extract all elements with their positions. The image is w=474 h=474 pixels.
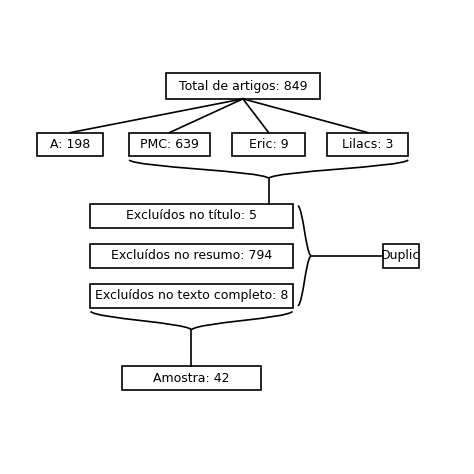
- Bar: [91, 204, 292, 228]
- Bar: [328, 133, 408, 156]
- Text: Excluídos no resumo: 794: Excluídos no resumo: 794: [111, 249, 272, 262]
- Bar: [232, 133, 305, 156]
- Bar: [383, 244, 419, 268]
- Bar: [91, 244, 292, 268]
- Text: Duplic: Duplic: [381, 249, 420, 262]
- Text: Amostra: 42: Amostra: 42: [153, 372, 230, 384]
- Text: A: 198: A: 198: [50, 138, 91, 151]
- Text: PMC: 639: PMC: 639: [140, 138, 199, 151]
- Bar: [122, 366, 261, 390]
- Bar: [129, 133, 210, 156]
- Text: Excluídos no título: 5: Excluídos no título: 5: [126, 209, 257, 222]
- Text: Total de artigos: 849: Total de artigos: 849: [179, 80, 307, 92]
- Text: Lilacs: 3: Lilacs: 3: [342, 138, 393, 151]
- Text: Eric: 9: Eric: 9: [249, 138, 289, 151]
- Bar: [37, 133, 103, 156]
- Bar: [91, 284, 292, 308]
- Bar: [166, 73, 320, 99]
- Text: Excluídos no texto completo: 8: Excluídos no texto completo: 8: [95, 290, 288, 302]
